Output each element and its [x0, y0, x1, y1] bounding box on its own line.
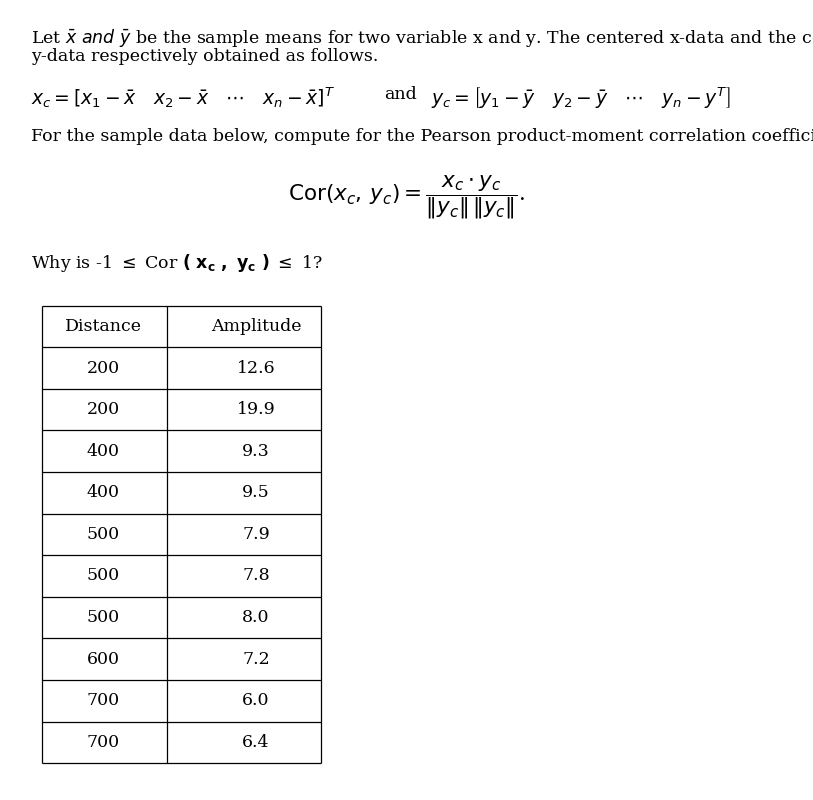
Text: 7.8: 7.8: [242, 567, 270, 585]
Text: 19.9: 19.9: [237, 401, 276, 418]
Text: $x_c = \left[x_1 - \bar{x}\ \ \ x_2 - \bar{x}\ \ \ \cdots\ \ \ x_n - \bar{x}\rig: $x_c = \left[x_1 - \bar{x}\ \ \ x_2 - \b…: [31, 86, 335, 110]
Text: 400: 400: [87, 442, 120, 460]
Text: Let $\bar{x}$ $\mathit{and}$ $\bar{y}$ be the sample means for two variable x an: Let $\bar{x}$ $\mathit{and}$ $\bar{y}$ b…: [31, 27, 813, 50]
Text: 8.0: 8.0: [242, 609, 270, 626]
Text: 200: 200: [87, 401, 120, 418]
Text: 400: 400: [87, 484, 120, 502]
Text: Why is -1 $\leq$ Cor $\mathbf{(\ x_c\ ,\ y_c\ )}$ $\leq$ 1?: Why is -1 $\leq$ Cor $\mathbf{(\ x_c\ ,\…: [31, 252, 323, 274]
Text: 200: 200: [87, 359, 120, 377]
Text: Distance: Distance: [65, 318, 141, 335]
Text: 500: 500: [87, 526, 120, 543]
Text: 6.4: 6.4: [242, 734, 270, 751]
Text: 7.2: 7.2: [242, 650, 270, 668]
Text: 500: 500: [87, 567, 120, 585]
Text: 700: 700: [87, 692, 120, 710]
Text: 700: 700: [87, 734, 120, 751]
Text: and: and: [385, 86, 417, 102]
Text: y-data respectively obtained as follows.: y-data respectively obtained as follows.: [31, 48, 378, 65]
Text: 600: 600: [87, 650, 120, 668]
Text: 6.0: 6.0: [242, 692, 270, 710]
Text: 500: 500: [87, 609, 120, 626]
Text: $\mathrm{Cor}(x_c,\, y_c) = \dfrac{x_c \cdot y_c}{\|y_c\|\, \|y_c\|}$.: $\mathrm{Cor}(x_c,\, y_c) = \dfrac{x_c \…: [288, 173, 525, 221]
Text: 9.3: 9.3: [242, 442, 270, 460]
Text: 9.5: 9.5: [242, 484, 270, 502]
Text: 12.6: 12.6: [237, 359, 276, 377]
Text: $y_c = \left[y_1 - \bar{y}\ \ \ y_2 - \bar{y}\ \ \ \cdots\ \ \ y_n - y^T\right]$: $y_c = \left[y_1 - \bar{y}\ \ \ y_2 - \b…: [431, 86, 730, 111]
Text: For the sample data below, compute for the Pearson product-moment correlation co: For the sample data below, compute for t…: [31, 128, 813, 145]
Text: Amplitude: Amplitude: [211, 318, 302, 335]
Text: 7.9: 7.9: [242, 526, 270, 543]
